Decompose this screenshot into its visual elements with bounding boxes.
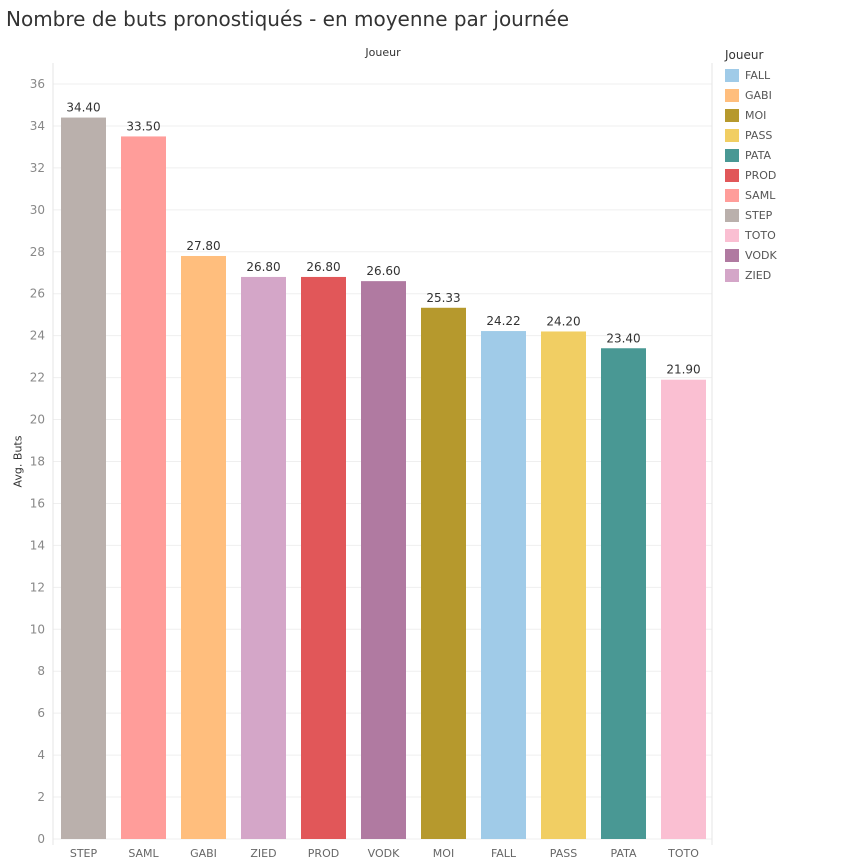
legend-swatch bbox=[725, 128, 739, 142]
x-tick-label: FALL bbox=[491, 847, 517, 860]
bar-prod bbox=[301, 276, 346, 839]
bar-gabi bbox=[181, 255, 226, 839]
data-label: 25.33 bbox=[426, 291, 460, 305]
legend-swatch bbox=[725, 248, 739, 262]
column-header: Joueur bbox=[365, 46, 401, 59]
y-tick-label: 32 bbox=[30, 161, 45, 175]
legend-swatch bbox=[725, 228, 739, 242]
legend-label: PASS bbox=[745, 128, 773, 142]
x-tick-label: SAML bbox=[128, 847, 159, 860]
bar-pass bbox=[541, 331, 586, 839]
legend-label: PATA bbox=[745, 148, 771, 162]
data-label: 34.40 bbox=[66, 101, 100, 115]
bar-pata bbox=[601, 348, 646, 839]
x-tick-label: TOTO bbox=[667, 847, 699, 860]
legend-item-pass[interactable]: PASS bbox=[725, 125, 777, 145]
legend-label: STEP bbox=[745, 208, 773, 222]
legend-item-gabi[interactable]: GABI bbox=[725, 85, 777, 105]
legend-swatch bbox=[725, 268, 739, 282]
bar-vodk bbox=[361, 281, 406, 839]
y-tick-label: 10 bbox=[30, 622, 45, 636]
x-tick-label: MOI bbox=[433, 847, 454, 860]
y-tick-label: 14 bbox=[30, 538, 45, 552]
legend-label: PROD bbox=[745, 168, 777, 182]
y-tick-label: 6 bbox=[37, 706, 45, 720]
x-tick-label: PROD bbox=[308, 847, 339, 860]
x-tick-label: PATA bbox=[611, 847, 637, 860]
legend-label: SAML bbox=[745, 188, 776, 202]
y-tick-label: 0 bbox=[37, 832, 45, 846]
legend-swatch bbox=[725, 88, 739, 102]
data-label: 26.80 bbox=[246, 260, 280, 274]
x-tick-label: GABI bbox=[190, 847, 217, 860]
y-tick-label: 20 bbox=[30, 413, 45, 427]
legend-label: TOTO bbox=[745, 228, 776, 242]
y-tick-label: 16 bbox=[30, 496, 45, 510]
bar-moi bbox=[421, 307, 466, 839]
x-tick-label: VODK bbox=[368, 847, 400, 860]
legend-item-moi[interactable]: MOI bbox=[725, 105, 777, 125]
legend-swatch bbox=[725, 148, 739, 162]
legend-label: VODK bbox=[745, 248, 777, 262]
chart-title: Nombre de buts pronostiqués - en moyenne… bbox=[6, 7, 570, 31]
legend-item-zied[interactable]: ZIED bbox=[725, 265, 777, 285]
data-label: 21.90 bbox=[666, 363, 700, 377]
y-tick-label: 18 bbox=[30, 455, 45, 469]
legend: Joueur FALL GABI MOI PASS PATA PROD SAML STEP TO… bbox=[725, 48, 777, 285]
data-label: 26.60 bbox=[366, 264, 400, 278]
y-tick-label: 26 bbox=[30, 287, 45, 301]
legend-label: FALL bbox=[745, 68, 771, 82]
x-tick-label: PASS bbox=[550, 847, 577, 860]
legend-item-vodk[interactable]: VODK bbox=[725, 245, 777, 265]
y-tick-label: 34 bbox=[30, 119, 45, 133]
legend-label: GABI bbox=[745, 88, 772, 102]
data-label: 24.20 bbox=[546, 314, 580, 328]
legend-swatch bbox=[725, 168, 739, 182]
data-label: 23.40 bbox=[606, 331, 640, 345]
x-tick-label: ZIED bbox=[250, 847, 276, 860]
legend-swatch bbox=[725, 68, 739, 82]
legend-item-step[interactable]: STEP bbox=[725, 205, 777, 225]
x-tick-label: STEP bbox=[70, 847, 98, 860]
legend-item-toto[interactable]: TOTO bbox=[725, 225, 777, 245]
y-tick-label: 12 bbox=[30, 580, 45, 594]
y-tick-label: 30 bbox=[30, 203, 45, 217]
legend-item-prod[interactable]: PROD bbox=[725, 165, 777, 185]
y-tick-label: 24 bbox=[30, 329, 45, 343]
legend-label: MOI bbox=[745, 108, 767, 122]
legend-swatch bbox=[725, 188, 739, 202]
data-label: 33.50 bbox=[126, 119, 160, 133]
y-tick-label: 2 bbox=[37, 790, 45, 804]
data-label: 24.22 bbox=[486, 314, 520, 328]
bar-step bbox=[61, 117, 106, 840]
legend-item-saml[interactable]: SAML bbox=[725, 185, 777, 205]
data-label: 26.80 bbox=[306, 260, 340, 274]
y-tick-label: 22 bbox=[30, 371, 45, 385]
legend-item-pata[interactable]: PATA bbox=[725, 145, 777, 165]
bar-fall bbox=[481, 331, 526, 839]
bar-saml bbox=[121, 136, 166, 840]
bar-zied bbox=[241, 276, 286, 839]
legend-item-fall[interactable]: FALL bbox=[725, 65, 777, 85]
y-tick-label: 36 bbox=[30, 77, 45, 91]
legend-label: ZIED bbox=[745, 268, 772, 282]
y-tick-label: 8 bbox=[37, 664, 45, 678]
y-tick-label: 28 bbox=[30, 245, 45, 259]
legend-title: Joueur bbox=[725, 48, 764, 62]
legend-swatch bbox=[725, 108, 739, 122]
data-label: 27.80 bbox=[186, 239, 220, 253]
legend-swatch bbox=[725, 208, 739, 222]
bar-toto bbox=[661, 379, 706, 839]
y-tick-label: 4 bbox=[37, 748, 45, 762]
